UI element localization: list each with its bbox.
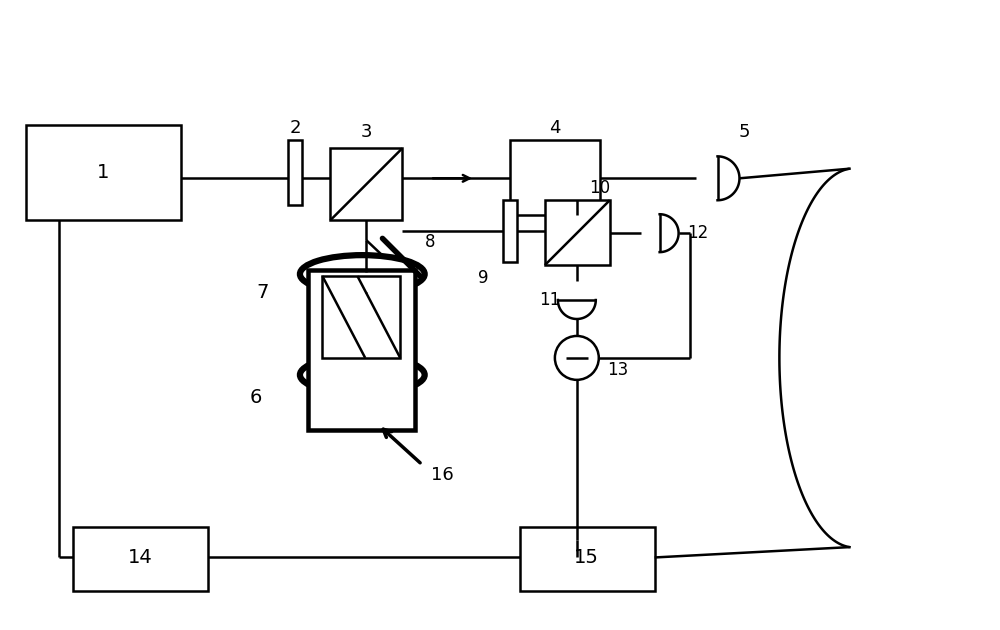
- Text: 3: 3: [361, 123, 372, 141]
- Text: 1: 1: [97, 163, 109, 182]
- Text: 4: 4: [549, 120, 561, 137]
- Text: 2: 2: [290, 120, 301, 137]
- Bar: [322, 276, 400, 358]
- Text: 10: 10: [589, 180, 610, 197]
- Text: 8: 8: [425, 233, 435, 251]
- Bar: [510, 140, 600, 215]
- Text: 11: 11: [539, 291, 561, 309]
- Bar: [520, 527, 655, 592]
- Text: 5: 5: [739, 123, 750, 141]
- Text: 12: 12: [687, 224, 708, 242]
- Bar: [308, 270, 415, 430]
- Bar: [330, 149, 402, 220]
- Bar: [288, 140, 302, 205]
- Bar: [26, 125, 181, 220]
- Text: 16: 16: [431, 466, 454, 484]
- Text: 7: 7: [256, 282, 269, 302]
- Text: 13: 13: [607, 361, 628, 379]
- Bar: [545, 200, 610, 265]
- Bar: [503, 200, 517, 262]
- Text: 14: 14: [127, 548, 152, 567]
- Text: 6: 6: [249, 388, 262, 408]
- Bar: [73, 527, 208, 592]
- Text: 9: 9: [478, 269, 488, 287]
- Text: 15: 15: [574, 548, 599, 567]
